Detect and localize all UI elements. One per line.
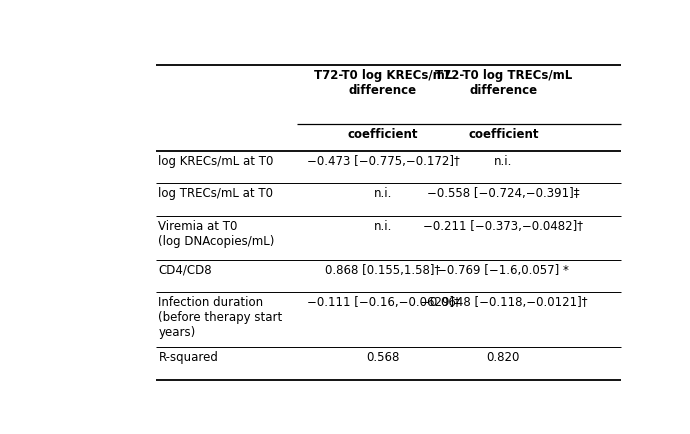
Text: −0.0648 [−0.118,−0.0121]†: −0.0648 [−0.118,−0.0121]† [420,296,587,309]
Text: CD4/CD8: CD4/CD8 [159,263,212,276]
Text: n.i.: n.i. [374,220,392,233]
Text: 0.868 [0.155,1.58]†: 0.868 [0.155,1.58]† [326,263,441,276]
Text: −0.558 [−0.724,−0.391]‡: −0.558 [−0.724,−0.391]‡ [427,187,580,201]
Text: −0.211 [−0.373,−0.0482]†: −0.211 [−0.373,−0.0482]† [424,220,583,233]
Text: T72-T0 log TRECs/mL
difference: T72-T0 log TRECs/mL difference [435,69,572,98]
Text: T72-T0 log KRECs/mL
difference: T72-T0 log KRECs/mL difference [314,69,452,98]
Text: log KRECs/mL at T0: log KRECs/mL at T0 [159,155,274,168]
Text: 0.820: 0.820 [486,351,520,364]
Text: −0.769 [−1.6,0.057] *: −0.769 [−1.6,0.057] * [437,263,569,276]
Text: Viremia at T0
(log DNAcopies/mL): Viremia at T0 (log DNAcopies/mL) [159,220,275,248]
Text: R-squared: R-squared [159,351,218,364]
Text: Infection duration
(before therapy start
years): Infection duration (before therapy start… [159,296,283,339]
Text: log TRECs/mL at T0: log TRECs/mL at T0 [159,187,273,201]
Text: n.i.: n.i. [374,187,392,201]
Text: −0.111 [−0.16,−0.0629]‡: −0.111 [−0.16,−0.0629]‡ [306,296,460,309]
Text: coefficient: coefficient [348,128,418,141]
Text: n.i.: n.i. [494,155,513,168]
Text: −0.473 [−0.775,−0.172]†: −0.473 [−0.775,−0.172]† [306,155,460,168]
Text: coefficient: coefficient [468,128,539,141]
Text: 0.568: 0.568 [366,351,400,364]
